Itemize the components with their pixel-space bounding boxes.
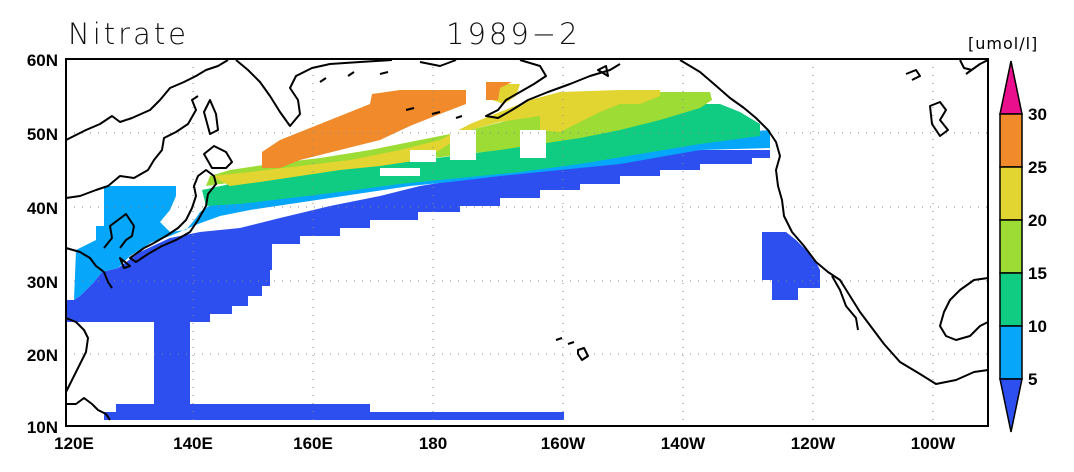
colorbar-extend-high [999,60,1023,115]
lat-tick-label: 10N [27,418,58,437]
kamchatka-coastline [235,59,621,127]
lon-tick-label: 120E [54,434,94,453]
plot-frame [65,58,989,427]
japan-coastline [119,99,233,269]
lon-tick-label: 100W [911,434,956,453]
lat-tick-label: 40N [27,199,58,218]
latitude-axis: 60N 50N 40N 30N 20N 10N [27,51,58,437]
level-20-25-region [212,84,660,186]
longitude-axis: 120E 140E 160E 180 160W 140W 120W 100W [54,434,956,453]
colorbar-level-label: 10 [1028,317,1047,336]
level-25-30-region [262,82,512,168]
colorbar-level-label: 25 [1028,158,1047,177]
aleutian-islands [319,71,463,119]
lat-tick-label: 50N [27,125,58,144]
colorbar-level-label: 15 [1028,264,1047,283]
central-america-coastline [939,277,989,341]
lat-tick-label: 60N [27,51,58,70]
colorbar-units-label: [umol/l] [968,34,1038,53]
colorbar-level-label: 5 [1028,370,1037,389]
asia-coastline [65,59,229,421]
missing-data-holes [380,130,546,176]
lat-tick-label: 30N [27,273,58,292]
north-america-coastline [679,59,989,385]
level-5-10-region [74,130,770,300]
colorbar-segment [999,166,1023,221]
colorbar-level-label: 20 [1028,211,1047,230]
hawaii-islands [555,337,589,361]
colorbar-segment [999,113,1023,168]
level-0-5-region [66,150,820,420]
lat-tick-label: 20N [27,346,58,365]
lon-tick-label: 140E [173,434,213,453]
colorbar-level-label: 30 [1028,105,1047,124]
map-title-variable: Nitrate [68,17,189,51]
map-plot-area [65,58,989,427]
lon-tick-label: 140W [661,434,706,453]
lon-tick-label: 120W [791,434,836,453]
colorbar-segment [999,325,1023,380]
lon-tick-label: 160E [293,434,333,453]
lon-tick-label: 180 [419,434,447,453]
colorbar-extend-low [999,378,1023,433]
lon-tick-label: 160W [541,434,586,453]
map-title-date: 1989−2 [446,17,581,51]
colorbar: 30 25 20 15 10 5 [999,60,1047,433]
nitrate-field-layers [66,82,820,420]
colorbar-segment [999,272,1023,327]
coastlines [65,59,989,421]
colorbar-segment [999,219,1023,274]
